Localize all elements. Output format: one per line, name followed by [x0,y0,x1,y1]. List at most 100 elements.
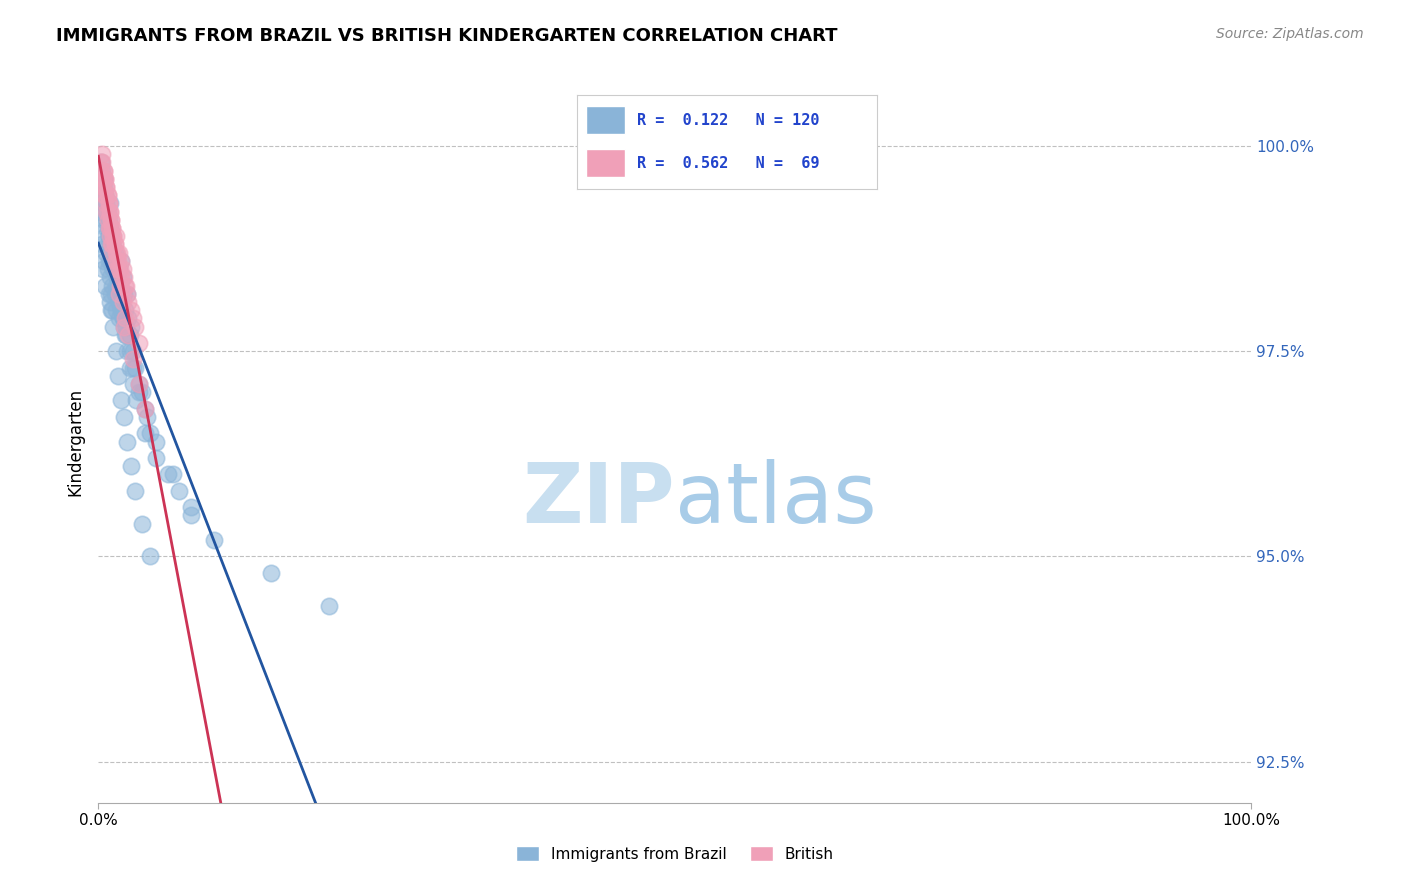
Point [97,204,120,219]
Point [90,155,112,169]
Point [94,188,117,202]
Point [100,212,122,227]
Point [108,286,131,301]
Point [97,286,120,301]
Point [111,262,134,277]
Point [98,295,121,310]
Point [110,303,132,318]
Point [180,508,202,523]
Point [134,426,156,441]
Point [114,327,136,342]
Point [131,385,153,400]
Text: atlas: atlas [675,458,876,540]
Point [98,221,121,235]
Point [96,245,118,260]
Point [94,188,117,202]
Point [110,278,132,293]
Point [103,229,125,244]
Point [260,566,283,580]
Point [122,344,145,359]
Text: R =  0.562   N =  69: R = 0.562 N = 69 [637,156,820,170]
Point [97,196,120,211]
Point [90,180,112,194]
Point [122,352,145,367]
Point [90,147,112,161]
Point [112,286,135,301]
Point [100,245,122,260]
Point [97,221,120,235]
Point [112,319,135,334]
Point [93,180,115,194]
Point [115,319,138,334]
Point [115,327,138,342]
Point [96,212,118,227]
Point [100,237,122,252]
Point [180,500,202,515]
Point [94,196,117,211]
Point [105,270,128,285]
Point [104,254,127,268]
Point [107,286,129,301]
Point [96,204,118,219]
Point [108,262,131,277]
Point [94,171,117,186]
Point [100,212,122,227]
Point [98,270,121,285]
Legend: Immigrants from Brazil, British: Immigrants from Brazil, British [510,839,839,868]
Point [107,254,129,268]
Point [114,311,136,326]
Point [104,303,127,318]
Point [110,278,132,293]
Point [97,229,120,244]
Point [91,171,114,186]
Point [111,295,134,310]
Point [162,467,184,482]
Point [120,319,142,334]
Point [93,196,115,211]
Point [91,262,114,277]
Point [318,599,340,613]
Point [96,180,118,194]
Point [128,377,150,392]
Point [90,180,112,194]
Point [93,212,115,227]
Point [100,303,122,318]
Point [103,245,125,260]
Point [108,245,131,260]
Point [97,229,120,244]
Point [101,303,124,318]
Point [122,311,145,326]
Point [103,229,125,244]
Point [110,270,132,285]
Point [90,204,112,219]
Text: IMMIGRANTS FROM BRAZIL VS BRITISH KINDERGARTEN CORRELATION CHART: IMMIGRANTS FROM BRAZIL VS BRITISH KINDER… [56,27,838,45]
Point [115,278,138,293]
Point [156,467,179,482]
Point [97,188,120,202]
Point [98,237,121,252]
Point [110,254,132,268]
Point [101,221,124,235]
Point [139,426,162,441]
Point [104,344,127,359]
Point [94,278,117,293]
Point [125,393,148,408]
Point [120,459,142,474]
Point [134,401,156,416]
Point [98,229,121,244]
Point [128,385,150,400]
Point [93,163,115,178]
Point [97,204,120,219]
Point [101,278,124,293]
Point [118,344,141,359]
Point [118,327,141,342]
Point [91,196,114,211]
Point [96,221,118,235]
Point [202,533,225,547]
Point [104,262,127,277]
Point [131,516,153,531]
Point [91,180,114,194]
Point [117,311,139,326]
Point [91,171,114,186]
Point [104,245,127,260]
